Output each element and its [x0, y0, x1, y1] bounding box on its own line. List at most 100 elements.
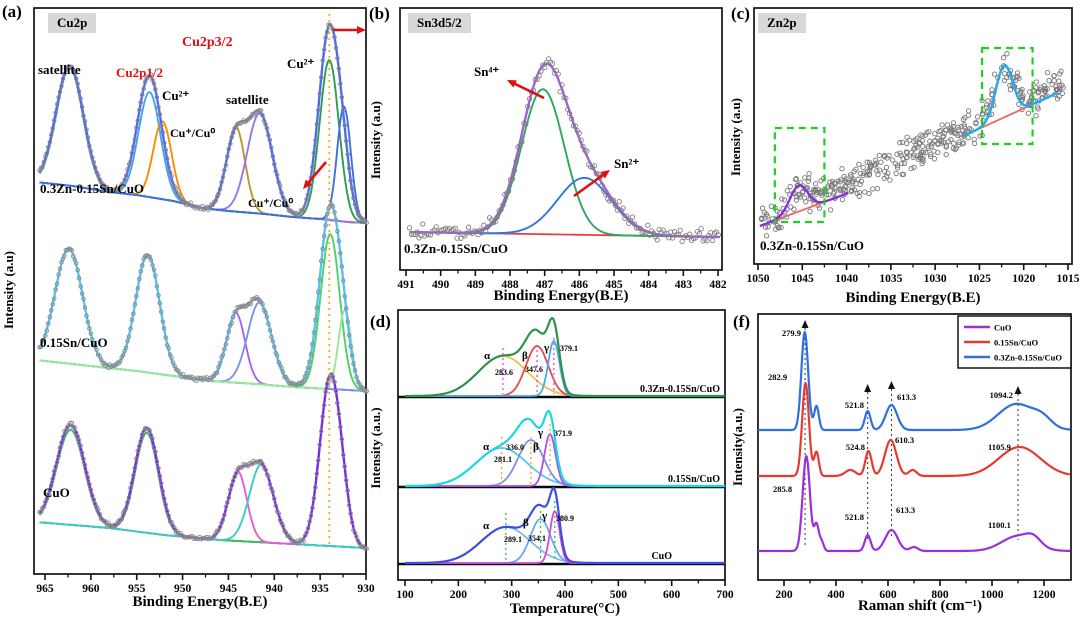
peak-label: 0.3Zn-0.15Sn/CuO	[640, 384, 720, 395]
data-point	[973, 119, 979, 126]
data-point	[343, 138, 349, 144]
axis-tick-label: 1040	[835, 273, 858, 285]
text-annotation: 0.15Sn/CuO	[40, 335, 108, 350]
peak-label: 613.3	[896, 505, 915, 515]
peak-label: β	[533, 441, 539, 453]
data-point	[1034, 104, 1041, 110]
data-point	[494, 214, 500, 220]
data-point	[324, 29, 330, 35]
data-point	[123, 506, 129, 511]
data-point	[349, 353, 355, 358]
data-point	[311, 495, 317, 501]
data-point	[54, 281, 60, 287]
data-point	[943, 151, 949, 158]
data-point	[810, 187, 817, 193]
data-point	[109, 188, 114, 193]
data-point	[715, 232, 721, 238]
data-point	[164, 508, 170, 514]
text-annotation: Cu2p1/2	[116, 65, 163, 80]
data-point	[323, 389, 328, 395]
data-point	[223, 504, 229, 509]
data-point	[864, 159, 870, 165]
data-point	[1042, 88, 1048, 95]
peak-label: 347.6	[525, 365, 543, 374]
data-point	[233, 471, 239, 476]
data-point	[305, 365, 311, 370]
panel-a-cu2p-xps-chart: Binding Energy(B.E) Intensity (a.u) 965 9…	[1, 7, 375, 610]
data-point	[523, 121, 529, 127]
data-point	[217, 186, 223, 192]
data-point	[160, 488, 166, 494]
data-point	[274, 353, 280, 358]
data-point	[267, 327, 273, 333]
data-point	[566, 110, 573, 117]
legend-label: 0.15Sn/CuO	[994, 338, 1039, 348]
data-point	[166, 345, 171, 351]
x-axis-label: Binding Energy(B.E)	[132, 594, 267, 610]
data-point	[338, 81, 343, 87]
envelope-0.15Sn/CuO	[38, 203, 368, 392]
data-point	[323, 35, 328, 40]
axis-tick-label: 700	[716, 589, 734, 601]
data-point	[881, 168, 888, 175]
data-point	[759, 216, 765, 222]
data-point	[153, 273, 158, 278]
raman-curve-CuO	[757, 454, 1071, 553]
axis-tick-label: 950	[174, 583, 192, 595]
peak-label: 1100.1	[988, 520, 1011, 530]
data-point	[899, 171, 905, 178]
data-point	[341, 452, 346, 458]
text-annotation: Sn²⁺	[614, 156, 639, 171]
data-point	[120, 181, 126, 187]
arrow-line	[512, 81, 545, 100]
data-point	[264, 314, 270, 320]
data-point	[69, 420, 75, 426]
data-point	[266, 321, 271, 327]
data-point	[226, 329, 232, 334]
data-point	[147, 428, 152, 433]
data-point	[675, 232, 681, 238]
data-point	[342, 123, 347, 128]
data-point	[346, 502, 352, 508]
data-point	[1003, 74, 1010, 81]
data-point	[951, 140, 957, 146]
data-point	[38, 344, 44, 350]
data-point	[498, 207, 504, 213]
data-point	[536, 72, 542, 79]
data-point	[216, 364, 221, 370]
data-point	[76, 89, 82, 94]
data-point	[603, 191, 609, 198]
data-point	[220, 174, 226, 180]
data-point	[926, 129, 932, 135]
data-point	[867, 168, 873, 174]
panel-tag-zn2p: Zn2p	[758, 13, 806, 33]
data-point	[871, 162, 878, 168]
data-point	[260, 301, 265, 307]
data-point	[793, 176, 799, 182]
data-point	[51, 468, 57, 474]
data-point	[138, 269, 143, 274]
data-point	[78, 96, 83, 101]
data-point	[137, 107, 142, 113]
data-point	[160, 129, 166, 135]
data-point	[876, 167, 882, 173]
data-point	[948, 125, 954, 131]
peak-label: CuO	[651, 551, 672, 562]
data-point	[951, 130, 957, 136]
data-point	[335, 229, 340, 234]
fit-peak-1022.2	[962, 63, 1058, 138]
data-point	[302, 204, 308, 209]
data-point	[81, 456, 86, 462]
data-point	[154, 284, 160, 289]
data-point	[226, 146, 232, 152]
data-point	[135, 118, 141, 123]
data-point	[1046, 77, 1052, 84]
data-point	[318, 75, 324, 80]
data-point	[787, 183, 793, 190]
data-point	[827, 207, 834, 213]
data-point	[316, 107, 321, 113]
data-point	[352, 530, 358, 536]
peak-label: 1094.2	[990, 390, 1013, 400]
data-point	[304, 530, 309, 535]
data-point	[156, 465, 161, 471]
